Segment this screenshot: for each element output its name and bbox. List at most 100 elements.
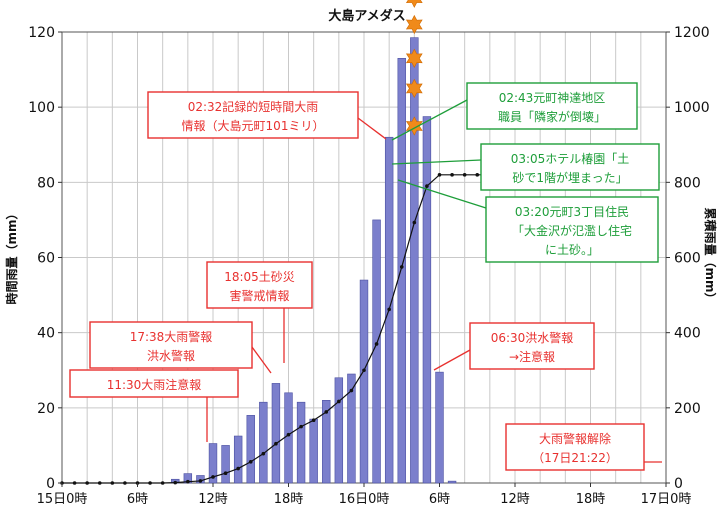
cumulative-point	[85, 481, 89, 485]
cumulative-point	[261, 451, 266, 456]
y-axis-label-right: 累積雨量（mm）	[703, 207, 718, 304]
bar	[309, 418, 318, 484]
y-right-tick-label: 1000	[674, 100, 710, 116]
annotation-text: （17日21:22）	[532, 451, 618, 465]
cumulative-point	[97, 481, 102, 485]
annotation-box	[466, 82, 638, 130]
cumulative-point	[362, 368, 366, 373]
cumulative-point	[248, 459, 253, 464]
cumulative-point	[387, 307, 391, 312]
annotation-text: 17:38大雨警報	[130, 329, 213, 344]
bar	[259, 401, 268, 484]
stars	[405, 0, 423, 136]
cumulative-point	[274, 441, 278, 446]
annotation-text: 06:30洪水警報	[491, 330, 574, 345]
y-tick-label: 60	[37, 251, 55, 267]
annotation-text: 害警戒情報	[229, 288, 289, 303]
annotation-leader	[391, 99, 468, 141]
cumulative-point	[475, 173, 480, 177]
cumulative-point	[123, 481, 127, 485]
annotation-leader	[391, 159, 482, 165]
x-tick-label: 16日0時	[339, 492, 390, 507]
bar	[447, 480, 457, 484]
cumulative-point	[337, 399, 341, 404]
x-tick-label: 6時	[127, 492, 148, 507]
cumulative-point	[286, 432, 291, 437]
y-tick-label: 120	[28, 25, 55, 41]
annotation-text: 03:05ホテル椿園「土	[511, 152, 630, 166]
bar	[410, 37, 419, 484]
bar	[246, 415, 255, 484]
y-tick-label: 20	[37, 401, 55, 417]
annotation-text: 03:20元町3丁目住民	[515, 205, 629, 219]
cumulative-point	[324, 410, 329, 414]
cumulative-point	[198, 479, 203, 483]
cumulative-point	[72, 481, 77, 485]
cumulative-point	[148, 481, 152, 485]
annotation-box	[69, 369, 239, 398]
annotation-leader	[251, 346, 272, 374]
y-right-tick-label: 400	[674, 326, 701, 342]
annotation-text: 情報（大島元町101ミリ）	[182, 118, 325, 133]
cumulative-point	[349, 388, 354, 393]
cumulative-point	[311, 418, 316, 423]
x-tick-label: 12時	[198, 492, 228, 507]
bar	[322, 400, 331, 484]
y-right-tick-label: 0	[674, 476, 683, 492]
cumulative-point	[374, 342, 379, 346]
annotation-text: 「大金沢が氾濫し住宅	[512, 223, 632, 238]
cumulative-point	[437, 173, 442, 177]
bar	[372, 219, 381, 484]
x-tick-label: 18時	[274, 492, 304, 507]
cumulative-point	[236, 466, 240, 471]
bar	[435, 371, 444, 484]
y-tick-label: 80	[37, 175, 55, 191]
cumulative-point	[223, 471, 228, 476]
y-axis-label: 時間雨量（mm）	[4, 207, 19, 304]
bar	[422, 116, 432, 484]
annotation-box	[469, 322, 595, 370]
annotation-box	[147, 91, 359, 139]
annotation-text: に土砂。」	[545, 243, 599, 257]
y-right-tick-label: 600	[674, 251, 701, 267]
cumulative-point	[173, 480, 178, 485]
cumulative-point	[211, 475, 215, 479]
x-tick-label: 12時	[500, 492, 530, 507]
cumulative-point	[462, 173, 467, 177]
annotation-text: 大雨警報解除	[539, 431, 611, 446]
bar	[284, 392, 293, 484]
cumulative-point	[110, 481, 115, 485]
x-tick-label: 15日0時	[37, 492, 88, 507]
axes: 02040608010012002004006008001000120015日0…	[28, 25, 709, 507]
cumulative-point	[450, 173, 454, 177]
x-tick-label: 18時	[576, 492, 606, 507]
annotation-box	[206, 261, 313, 309]
star-marker	[405, 0, 423, 8]
chart-title: 大島アメダス	[328, 8, 405, 24]
bar	[233, 435, 243, 484]
annotation-a7: 11:30大雨注意報	[69, 369, 239, 442]
y-tick-label: 100	[28, 100, 55, 116]
annotation-box	[485, 196, 659, 263]
bar	[347, 373, 356, 484]
bar	[221, 445, 230, 484]
cumulative-point	[412, 220, 417, 225]
x-tick-label: 6時	[429, 492, 450, 507]
cumulative-point	[160, 481, 165, 485]
annotation-text: 02:43元町神達地区	[499, 91, 606, 105]
annotation-text: 18:05土砂災	[224, 270, 295, 284]
star-marker	[405, 78, 423, 99]
bar	[334, 377, 344, 484]
annotation-box	[505, 423, 645, 471]
annotation-text: 02:32記録的短時間大雨	[188, 99, 319, 114]
star-marker	[405, 116, 423, 136]
star-marker	[405, 14, 423, 35]
y-tick-label: 40	[37, 326, 55, 342]
